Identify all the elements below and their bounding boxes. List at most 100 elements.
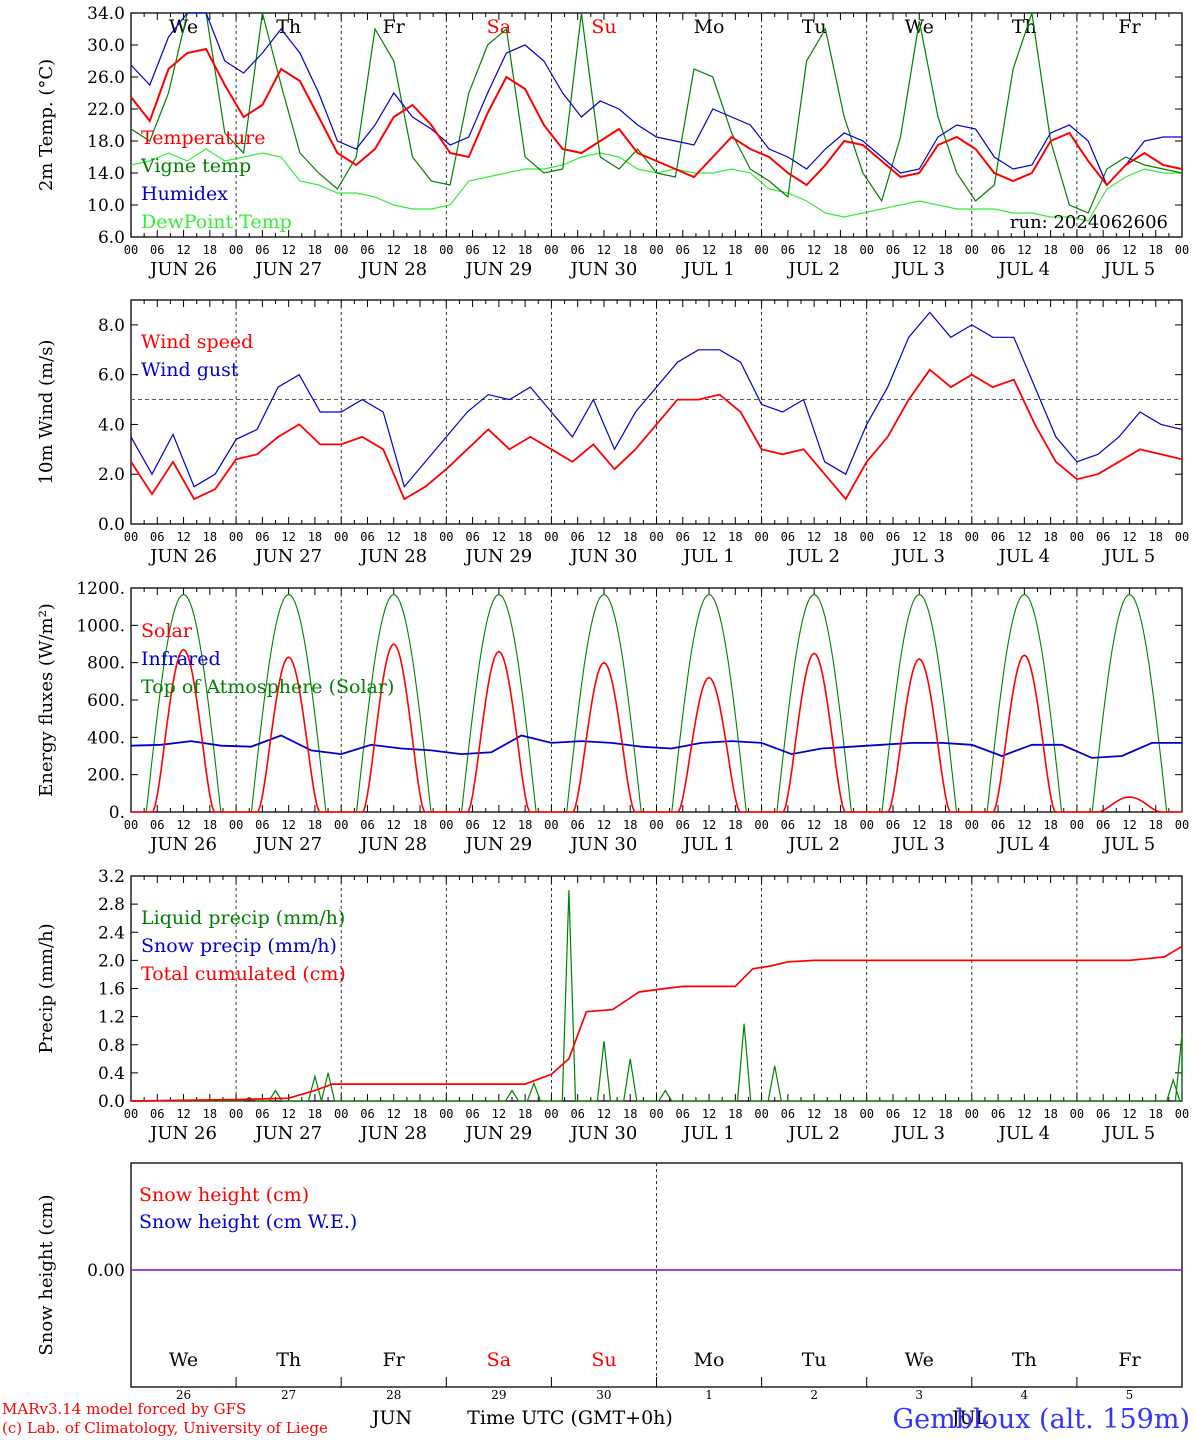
y-tick-label: 800. bbox=[87, 654, 125, 674]
hour-tick-label: 18 bbox=[1043, 530, 1057, 544]
hour-tick-label: 12 bbox=[492, 1107, 506, 1121]
y-axis-title: Energy fluxes (W/m²) bbox=[36, 603, 57, 797]
hour-tick-label: 12 bbox=[1122, 818, 1136, 832]
y-tick-label: 6.0 bbox=[98, 228, 125, 248]
hour-tick-label: 06 bbox=[1096, 243, 1110, 257]
y-tick-label: 4.0 bbox=[98, 415, 125, 435]
hour-tick-label: 06 bbox=[886, 243, 900, 257]
hour-tick-label: 12 bbox=[702, 530, 716, 544]
y-tick-label: 0.4 bbox=[98, 1064, 125, 1084]
day-label: JUL 3 bbox=[891, 259, 945, 280]
day-label: JUN 29 bbox=[463, 546, 532, 567]
hour-tick-label: 06 bbox=[570, 243, 584, 257]
y-tick-label: 2.0 bbox=[98, 465, 125, 485]
hour-tick-label: 12 bbox=[1122, 243, 1136, 257]
hour-tick-label: 18 bbox=[623, 530, 637, 544]
hour-tick-label: 00 bbox=[439, 530, 453, 544]
hour-tick-label: 00 bbox=[859, 818, 873, 832]
legend-entry: Humidex bbox=[141, 183, 228, 205]
hour-tick-label: 00 bbox=[965, 818, 979, 832]
hour-tick-label: 06 bbox=[991, 530, 1005, 544]
hour-tick-label: 18 bbox=[623, 243, 637, 257]
hour-tick-label: 06 bbox=[465, 818, 479, 832]
weekday-label: Th bbox=[276, 1349, 301, 1371]
day-label: JUN 30 bbox=[569, 259, 638, 280]
hour-tick-label: 12 bbox=[281, 530, 295, 544]
hour-tick-label: 18 bbox=[728, 1107, 742, 1121]
hour-tick-label: 12 bbox=[807, 818, 821, 832]
hour-tick-label: 06 bbox=[255, 1107, 269, 1121]
series-line-1 bbox=[130, 311, 1183, 488]
hour-tick-label: 00 bbox=[544, 818, 558, 832]
y-tick-label: 34.0 bbox=[87, 4, 125, 24]
hour-tick-label: 00 bbox=[334, 243, 348, 257]
hour-tick-label: 12 bbox=[387, 530, 401, 544]
hour-tick-label: 06 bbox=[1096, 1107, 1110, 1121]
hour-tick-label: 18 bbox=[833, 530, 847, 544]
weekday-label: We bbox=[905, 1349, 934, 1371]
hour-tick-label: 12 bbox=[1017, 243, 1031, 257]
hour-tick-label: 18 bbox=[623, 818, 637, 832]
day-label: JUN 26 bbox=[148, 259, 217, 280]
weekday-label: Tu bbox=[802, 1349, 827, 1371]
hour-tick-label: 06 bbox=[886, 530, 900, 544]
hour-tick-label: 00 bbox=[124, 1107, 138, 1121]
hour-tick-label: 00 bbox=[1070, 530, 1084, 544]
temperature-panel: 6.0 10.0 14.0 18.0 22.0 26.0 30.0 34.0 2m Temp. … bbox=[36, 4, 1189, 280]
day-label: JUL 3 bbox=[891, 546, 945, 567]
hour-tick-label: 00 bbox=[229, 818, 243, 832]
hour-tick-label: 18 bbox=[308, 243, 322, 257]
hour-tick-label: 12 bbox=[912, 1107, 926, 1121]
hour-tick-label: 06 bbox=[570, 530, 584, 544]
y-axis-title: 2m Temp. (°C) bbox=[36, 59, 57, 191]
hour-tick-label: 12 bbox=[281, 243, 295, 257]
series-line-2 bbox=[130, 12, 1182, 187]
hour-tick-label: 00 bbox=[334, 1107, 348, 1121]
day-label: JUN 28 bbox=[358, 834, 427, 855]
hour-tick-label: 18 bbox=[518, 530, 532, 544]
hour-tick-label: 12 bbox=[912, 530, 926, 544]
series-line-0 bbox=[131, 890, 1183, 1102]
y-tick-label: 8.0 bbox=[98, 316, 125, 336]
hour-tick-label: 06 bbox=[150, 1107, 164, 1121]
hour-tick-label: 06 bbox=[991, 818, 1005, 832]
hour-tick-label: 00 bbox=[1070, 818, 1084, 832]
hour-tick-label: 00 bbox=[1175, 818, 1189, 832]
day-number: 28 bbox=[386, 1388, 401, 1402]
y-tick-label: 2.8 bbox=[98, 895, 125, 915]
hour-tick-label: 18 bbox=[1148, 530, 1162, 544]
y-tick-label: 0. bbox=[109, 803, 125, 823]
hour-tick-label: 00 bbox=[965, 530, 979, 544]
hour-tick-label: 12 bbox=[176, 530, 190, 544]
hour-tick-label: 18 bbox=[1148, 243, 1162, 257]
hour-tick-label: 00 bbox=[649, 530, 663, 544]
hour-tick-label: 18 bbox=[623, 1107, 637, 1121]
hour-tick-label: 00 bbox=[1070, 243, 1084, 257]
weekday-label: Th bbox=[276, 16, 301, 38]
hour-tick-label: 00 bbox=[124, 818, 138, 832]
hour-tick-label: 00 bbox=[859, 243, 873, 257]
hour-tick-label: 00 bbox=[439, 1107, 453, 1121]
hour-tick-label: 06 bbox=[150, 818, 164, 832]
hour-tick-label: 00 bbox=[1175, 1107, 1189, 1121]
hour-tick-label: 18 bbox=[413, 1107, 427, 1121]
y-tick-label: 400. bbox=[87, 728, 125, 748]
hour-tick-label: 06 bbox=[886, 818, 900, 832]
energy-panel: 0. 200. 400. 600. 800. 1000. 1200. Energy fluxe… bbox=[36, 579, 1189, 855]
day-label: JUL 4 bbox=[997, 834, 1051, 855]
y-tick-label: 200. bbox=[87, 766, 125, 786]
hour-tick-label: 18 bbox=[938, 818, 952, 832]
month-jun-label: JUN bbox=[370, 1407, 412, 1429]
weekday-label: We bbox=[169, 1349, 198, 1371]
hour-tick-label: 00 bbox=[754, 818, 768, 832]
hour-tick-label: 18 bbox=[938, 530, 952, 544]
weekday-label: Su bbox=[591, 16, 616, 38]
hour-tick-label: 06 bbox=[676, 818, 690, 832]
legend-entry: Infrared bbox=[141, 648, 221, 670]
hour-tick-label: 12 bbox=[912, 243, 926, 257]
hour-tick-label: 06 bbox=[1096, 530, 1110, 544]
series-line-0 bbox=[130, 47, 1183, 187]
hour-tick-label: 18 bbox=[413, 818, 427, 832]
hour-tick-label: 12 bbox=[492, 818, 506, 832]
hour-tick-label: 00 bbox=[124, 530, 138, 544]
